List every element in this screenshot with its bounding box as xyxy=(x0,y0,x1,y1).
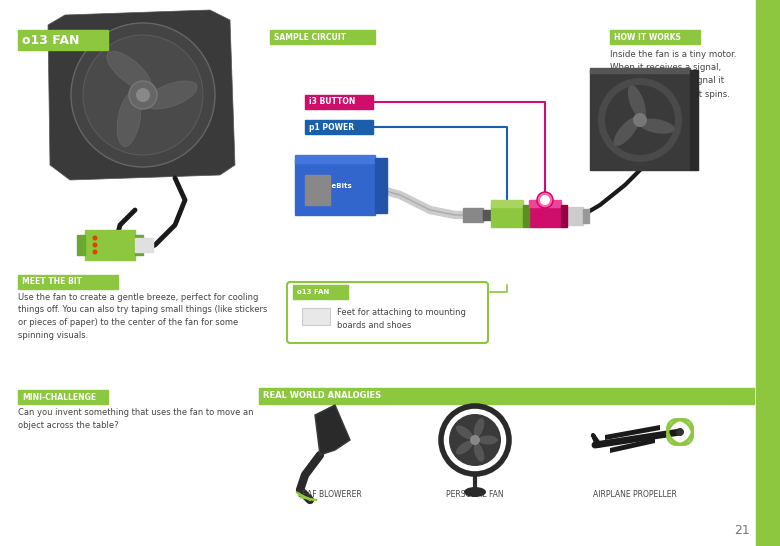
Bar xyxy=(610,30,700,44)
Ellipse shape xyxy=(456,441,473,455)
Text: littleBits: littleBits xyxy=(317,183,353,189)
Circle shape xyxy=(605,85,675,155)
Text: LEAF BLOWERER: LEAF BLOWERER xyxy=(298,490,362,499)
Text: Can you invent something that uses the fan to move an
object across the table?: Can you invent something that uses the f… xyxy=(18,408,254,430)
Bar xyxy=(529,200,561,207)
Bar xyxy=(18,390,108,404)
Text: PERSONAL FAN: PERSONAL FAN xyxy=(446,490,504,499)
Bar xyxy=(590,68,690,73)
Circle shape xyxy=(93,235,98,240)
Bar xyxy=(85,230,135,260)
Bar xyxy=(18,275,118,289)
Polygon shape xyxy=(315,405,350,455)
Ellipse shape xyxy=(473,418,484,437)
Ellipse shape xyxy=(628,85,646,120)
Circle shape xyxy=(136,88,150,102)
Bar xyxy=(529,205,561,227)
Bar xyxy=(523,205,529,227)
Bar xyxy=(295,155,375,163)
Circle shape xyxy=(449,414,501,466)
Text: SAMPLE CIRCUIT: SAMPLE CIRCUIT xyxy=(274,33,346,41)
Circle shape xyxy=(129,81,157,109)
Text: Use the fan to create a gentle breeze, perfect for cooling
things off. You can a: Use the fan to create a gentle breeze, p… xyxy=(18,293,268,340)
Bar xyxy=(561,205,567,227)
FancyBboxPatch shape xyxy=(287,282,488,343)
Text: REAL WORLD ANALOGIES: REAL WORLD ANALOGIES xyxy=(263,391,381,401)
Bar xyxy=(135,238,153,252)
Bar xyxy=(583,209,589,223)
Bar xyxy=(18,30,108,50)
Bar xyxy=(375,158,387,213)
Circle shape xyxy=(537,192,553,208)
Ellipse shape xyxy=(639,118,675,134)
Circle shape xyxy=(71,23,215,167)
Circle shape xyxy=(93,250,98,254)
Ellipse shape xyxy=(464,487,486,497)
Text: HOW IT WORKS: HOW IT WORKS xyxy=(614,33,681,41)
Bar xyxy=(483,210,491,220)
Text: o13 FAN: o13 FAN xyxy=(22,33,80,46)
Bar xyxy=(270,30,375,44)
Bar xyxy=(491,200,523,207)
Text: Feet for attaching to mounting
boards and shoes: Feet for attaching to mounting boards an… xyxy=(337,308,466,329)
Text: p1 POWER: p1 POWER xyxy=(309,122,354,132)
Bar xyxy=(305,120,373,134)
Bar xyxy=(463,208,483,222)
Polygon shape xyxy=(610,438,655,453)
Polygon shape xyxy=(48,10,235,180)
Bar xyxy=(690,70,698,170)
Bar xyxy=(302,308,330,325)
Bar xyxy=(305,95,373,109)
Bar xyxy=(293,285,348,299)
Ellipse shape xyxy=(613,117,639,146)
Text: 21: 21 xyxy=(734,524,750,537)
Circle shape xyxy=(676,428,684,436)
Polygon shape xyxy=(605,425,660,440)
Text: Inside the fan is a tiny motor.
When it receives a signal,
it spins. The more si: Inside the fan is a tiny motor. When it … xyxy=(610,50,736,99)
Ellipse shape xyxy=(473,443,484,462)
Ellipse shape xyxy=(456,425,473,440)
Text: MEET THE BIT: MEET THE BIT xyxy=(22,277,82,287)
Bar xyxy=(590,70,690,170)
Bar xyxy=(259,388,754,404)
Ellipse shape xyxy=(107,51,151,90)
Text: o13 FAN: o13 FAN xyxy=(297,289,329,295)
Circle shape xyxy=(633,113,647,127)
Ellipse shape xyxy=(145,81,197,109)
Bar xyxy=(77,235,85,255)
Bar xyxy=(295,160,375,215)
Ellipse shape xyxy=(478,436,498,444)
Circle shape xyxy=(83,35,203,155)
Bar xyxy=(567,207,583,225)
Circle shape xyxy=(470,435,480,445)
Text: AIRPLANE PROPELLER: AIRPLANE PROPELLER xyxy=(593,490,677,499)
Ellipse shape xyxy=(117,92,141,146)
Circle shape xyxy=(93,242,98,247)
Circle shape xyxy=(598,78,682,162)
Bar xyxy=(491,205,523,227)
Text: MINI-CHALLENGE: MINI-CHALLENGE xyxy=(22,393,96,401)
Circle shape xyxy=(540,195,550,205)
Bar xyxy=(756,0,780,546)
Text: i3 BUTTON: i3 BUTTON xyxy=(309,98,356,106)
Bar xyxy=(135,235,143,255)
Bar xyxy=(305,175,330,205)
